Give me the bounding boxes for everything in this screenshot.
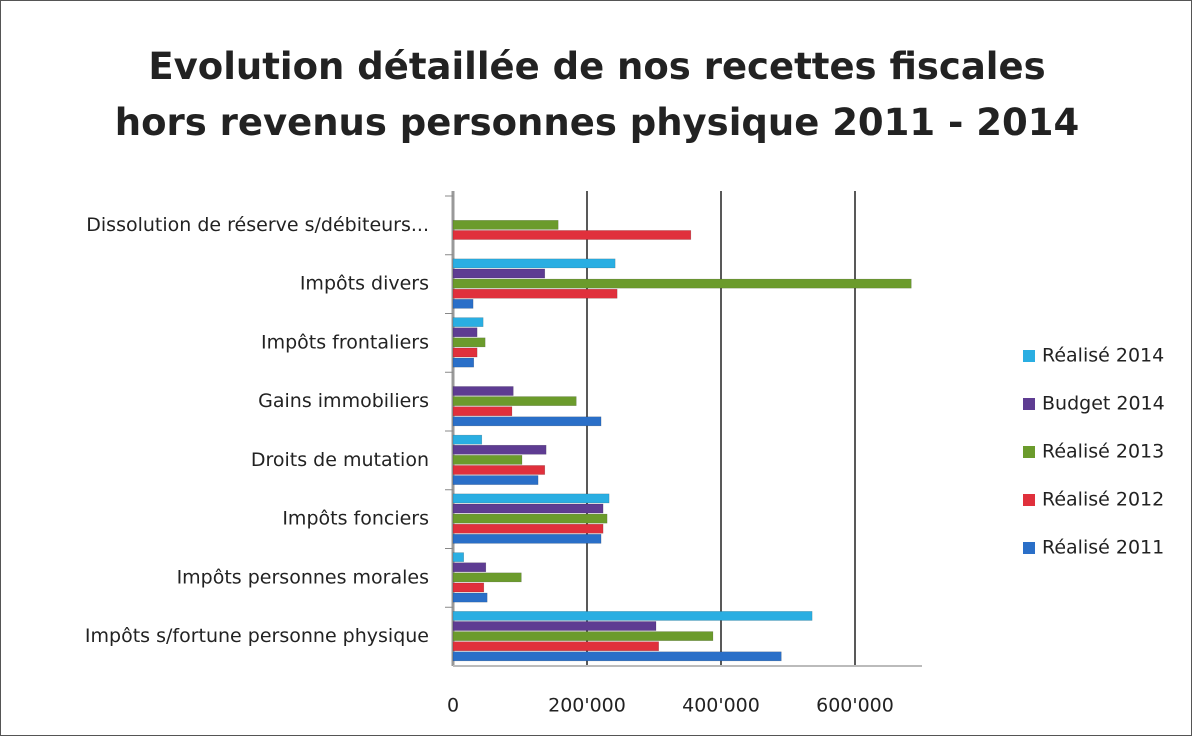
bar	[452, 288, 618, 299]
bar	[452, 651, 782, 662]
bar	[452, 317, 484, 327]
bar	[452, 493, 610, 504]
legend-swatch	[1023, 446, 1035, 458]
bar	[452, 386, 514, 396]
bar	[452, 513, 608, 524]
bar	[452, 258, 616, 269]
bar	[452, 552, 464, 562]
bar	[452, 278, 912, 289]
bar	[452, 337, 486, 348]
bar	[452, 416, 602, 427]
legend-label: Réalisé 2012	[1042, 489, 1164, 511]
bar	[452, 268, 546, 279]
bar	[452, 357, 475, 368]
y-tick-label: Impôts frontaliers	[261, 331, 429, 353]
legend-swatch	[1023, 398, 1035, 410]
legend-label: Réalisé 2011	[1042, 537, 1164, 559]
bar	[452, 327, 478, 338]
legend-swatch	[1023, 542, 1035, 554]
bar	[452, 503, 604, 514]
bar	[452, 523, 604, 534]
x-tick-label: 600'000	[816, 695, 894, 717]
legend-label: Réalisé 2013	[1042, 441, 1164, 463]
bar	[452, 230, 692, 240]
y-tick-label: Impôts s/fortune personne physique	[85, 625, 429, 647]
bar	[452, 444, 547, 455]
legend-swatch	[1023, 350, 1035, 362]
bar	[452, 582, 485, 593]
bar	[452, 562, 487, 573]
y-tick-label: Impôts personnes morales	[177, 566, 429, 588]
legend-swatch	[1023, 494, 1035, 506]
chart-title: Evolution détaillée de nos recettes fisc…	[114, 45, 1080, 144]
bar	[452, 475, 539, 485]
bar	[452, 611, 813, 621]
bar	[452, 641, 659, 652]
bar	[452, 465, 546, 475]
bar	[452, 572, 522, 583]
bar	[452, 621, 657, 631]
bar	[452, 220, 559, 230]
y-tick-label: Gains immobiliers	[258, 390, 429, 412]
y-tick-label: Impôts divers	[300, 273, 429, 295]
bar	[452, 434, 483, 445]
bar	[452, 534, 602, 544]
bar	[452, 406, 513, 417]
bar	[452, 592, 488, 603]
bar	[452, 299, 474, 309]
x-tick-label: 200'000	[548, 695, 626, 717]
bar	[452, 347, 478, 358]
y-tick-label: Droits de mutation	[251, 449, 429, 471]
y-tick-label: Impôts fonciers	[282, 508, 429, 530]
bar	[452, 455, 523, 465]
legend-label: Réalisé 2014	[1042, 345, 1164, 367]
bar	[452, 631, 714, 641]
x-tick-label: 400'000	[682, 695, 760, 717]
y-tick-label: Dissolution de réserve s/débiteurs...	[86, 214, 429, 236]
bar	[452, 396, 577, 406]
x-tick-label: 0	[447, 695, 459, 717]
legend-label: Budget 2014	[1042, 393, 1165, 415]
